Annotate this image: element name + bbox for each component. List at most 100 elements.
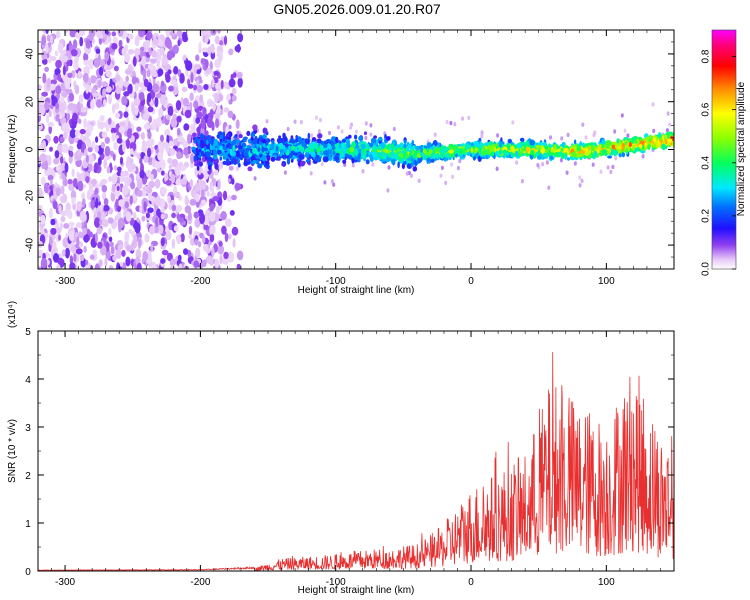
spectrogram-cell	[116, 166, 122, 172]
spectrogram-cell	[623, 128, 627, 133]
spectrogram-cell	[346, 141, 350, 148]
spectrogram-cell	[160, 94, 167, 105]
spectrogram-cell	[190, 72, 194, 84]
spectrogram-cell	[599, 169, 603, 174]
spectrogram-cell	[187, 211, 192, 221]
spectrogram-cell	[167, 69, 172, 75]
spectrogram-cell	[266, 154, 271, 162]
spectrogram-cell	[601, 139, 606, 145]
spectrogram-cell	[232, 145, 236, 152]
spectrogram-cell	[49, 146, 53, 152]
spectrogram-cell	[64, 162, 69, 173]
spectrogram-cell	[101, 219, 109, 228]
spectrogram-cell	[167, 105, 174, 117]
spectrogram-cell	[63, 223, 70, 229]
spectrogram-cell	[136, 262, 142, 269]
spectrogram-cell	[590, 145, 595, 149]
spectrogram-cell	[340, 142, 345, 149]
spectrogram-cell	[545, 160, 549, 165]
spectrogram-cell	[229, 210, 235, 216]
spectrogram-cell	[609, 169, 613, 175]
spectrogram-cell	[196, 85, 204, 93]
spectrogram-cell	[68, 230, 75, 242]
spectrogram-cell	[403, 160, 407, 165]
spectrogram-cell	[232, 238, 236, 248]
spectrogram-cell	[124, 69, 132, 75]
spectrogram-cell	[218, 40, 224, 46]
spectrogram-cell	[160, 237, 165, 247]
spectrogram-cell	[391, 152, 395, 159]
spectrogram-cell	[106, 166, 111, 174]
spectrogram-cell	[565, 170, 569, 175]
spectrogram-cell	[626, 133, 630, 138]
spectrogram-cell	[563, 147, 569, 153]
spectrogram-cell	[100, 245, 107, 256]
spectrogram-cell	[535, 144, 541, 149]
spectrogram-cell	[46, 77, 52, 89]
spectrogram-cell	[189, 198, 197, 206]
spectrogram-cell	[150, 58, 157, 64]
spectrogram-cell	[97, 79, 102, 89]
spectrogram-cell	[44, 66, 49, 73]
spectrogram-cell	[228, 48, 234, 56]
spectrogram-cell	[184, 195, 189, 206]
spectrogram-cell	[73, 253, 77, 263]
spectrogram-cell	[217, 161, 224, 170]
spectrogram-cell	[437, 147, 441, 153]
spectrogram-cell	[183, 97, 189, 107]
spectrogram-cell	[233, 135, 237, 139]
spectrogram-cell	[165, 30, 171, 36]
spectrogram-cell	[340, 152, 345, 157]
spectrogram-cell	[170, 173, 176, 184]
spectrogram-cell	[550, 149, 554, 153]
spectrogram-cell	[112, 183, 116, 193]
spectrogram-cell	[83, 233, 90, 243]
spectrogram-cell	[226, 136, 232, 140]
y-tick-label: -20	[25, 190, 36, 205]
spectrogram-cell	[121, 249, 126, 257]
spectrogram-cell	[215, 118, 220, 128]
spectrogram-cell	[159, 47, 165, 56]
spectrogram-cell	[211, 246, 215, 258]
spectrogram-cell	[320, 161, 324, 167]
spectrogram-cell	[262, 134, 267, 140]
spectrogram-cell	[101, 131, 108, 139]
spectrogram-cell	[82, 227, 88, 236]
spectrogram-cell	[183, 248, 189, 256]
spectrogram-cell	[617, 148, 622, 154]
spectrogram-cell	[331, 150, 336, 155]
spectrogram-cell	[60, 96, 65, 105]
spectrogram-cell	[114, 112, 121, 119]
spectrogram-cell	[48, 124, 52, 135]
spectrogram-cell	[133, 48, 141, 56]
spectrogram-cell	[51, 94, 55, 101]
spectrogram-cell	[283, 149, 287, 153]
spectrogram-cell	[50, 227, 57, 235]
spectrogram-cell	[88, 58, 94, 70]
spectrogram-cell	[179, 73, 185, 84]
spectrogram-cell	[57, 42, 64, 54]
spectrogram-cell	[160, 258, 166, 264]
spectrogram-cell	[584, 135, 588, 140]
spectrogram-cell	[616, 138, 620, 144]
spectrogram-cell	[156, 116, 162, 128]
spectrogram-cell	[90, 199, 95, 210]
spectrogram-cell	[276, 156, 281, 161]
spectrogram-cell	[392, 126, 396, 132]
spectrogram-cell	[120, 170, 126, 178]
spectrogram-cell	[127, 33, 134, 40]
spectrogram-cell	[57, 144, 64, 154]
spectrogram-cell	[231, 140, 237, 145]
spectrogram-cell	[131, 163, 136, 170]
spectrogram-cell	[172, 44, 179, 54]
spectrogram-cell	[217, 179, 221, 190]
spectrogram-cell	[139, 169, 145, 179]
spectrogram-cell	[520, 147, 524, 155]
spectrogram-cell	[295, 137, 298, 143]
spectrogram-cell	[123, 111, 129, 118]
spectrogram-cell	[658, 132, 662, 138]
spectrogram-cell	[178, 263, 183, 269]
spectrogram-cell	[580, 178, 584, 184]
spectrogram-cell	[201, 259, 207, 268]
spectrogram-cell	[53, 135, 59, 144]
